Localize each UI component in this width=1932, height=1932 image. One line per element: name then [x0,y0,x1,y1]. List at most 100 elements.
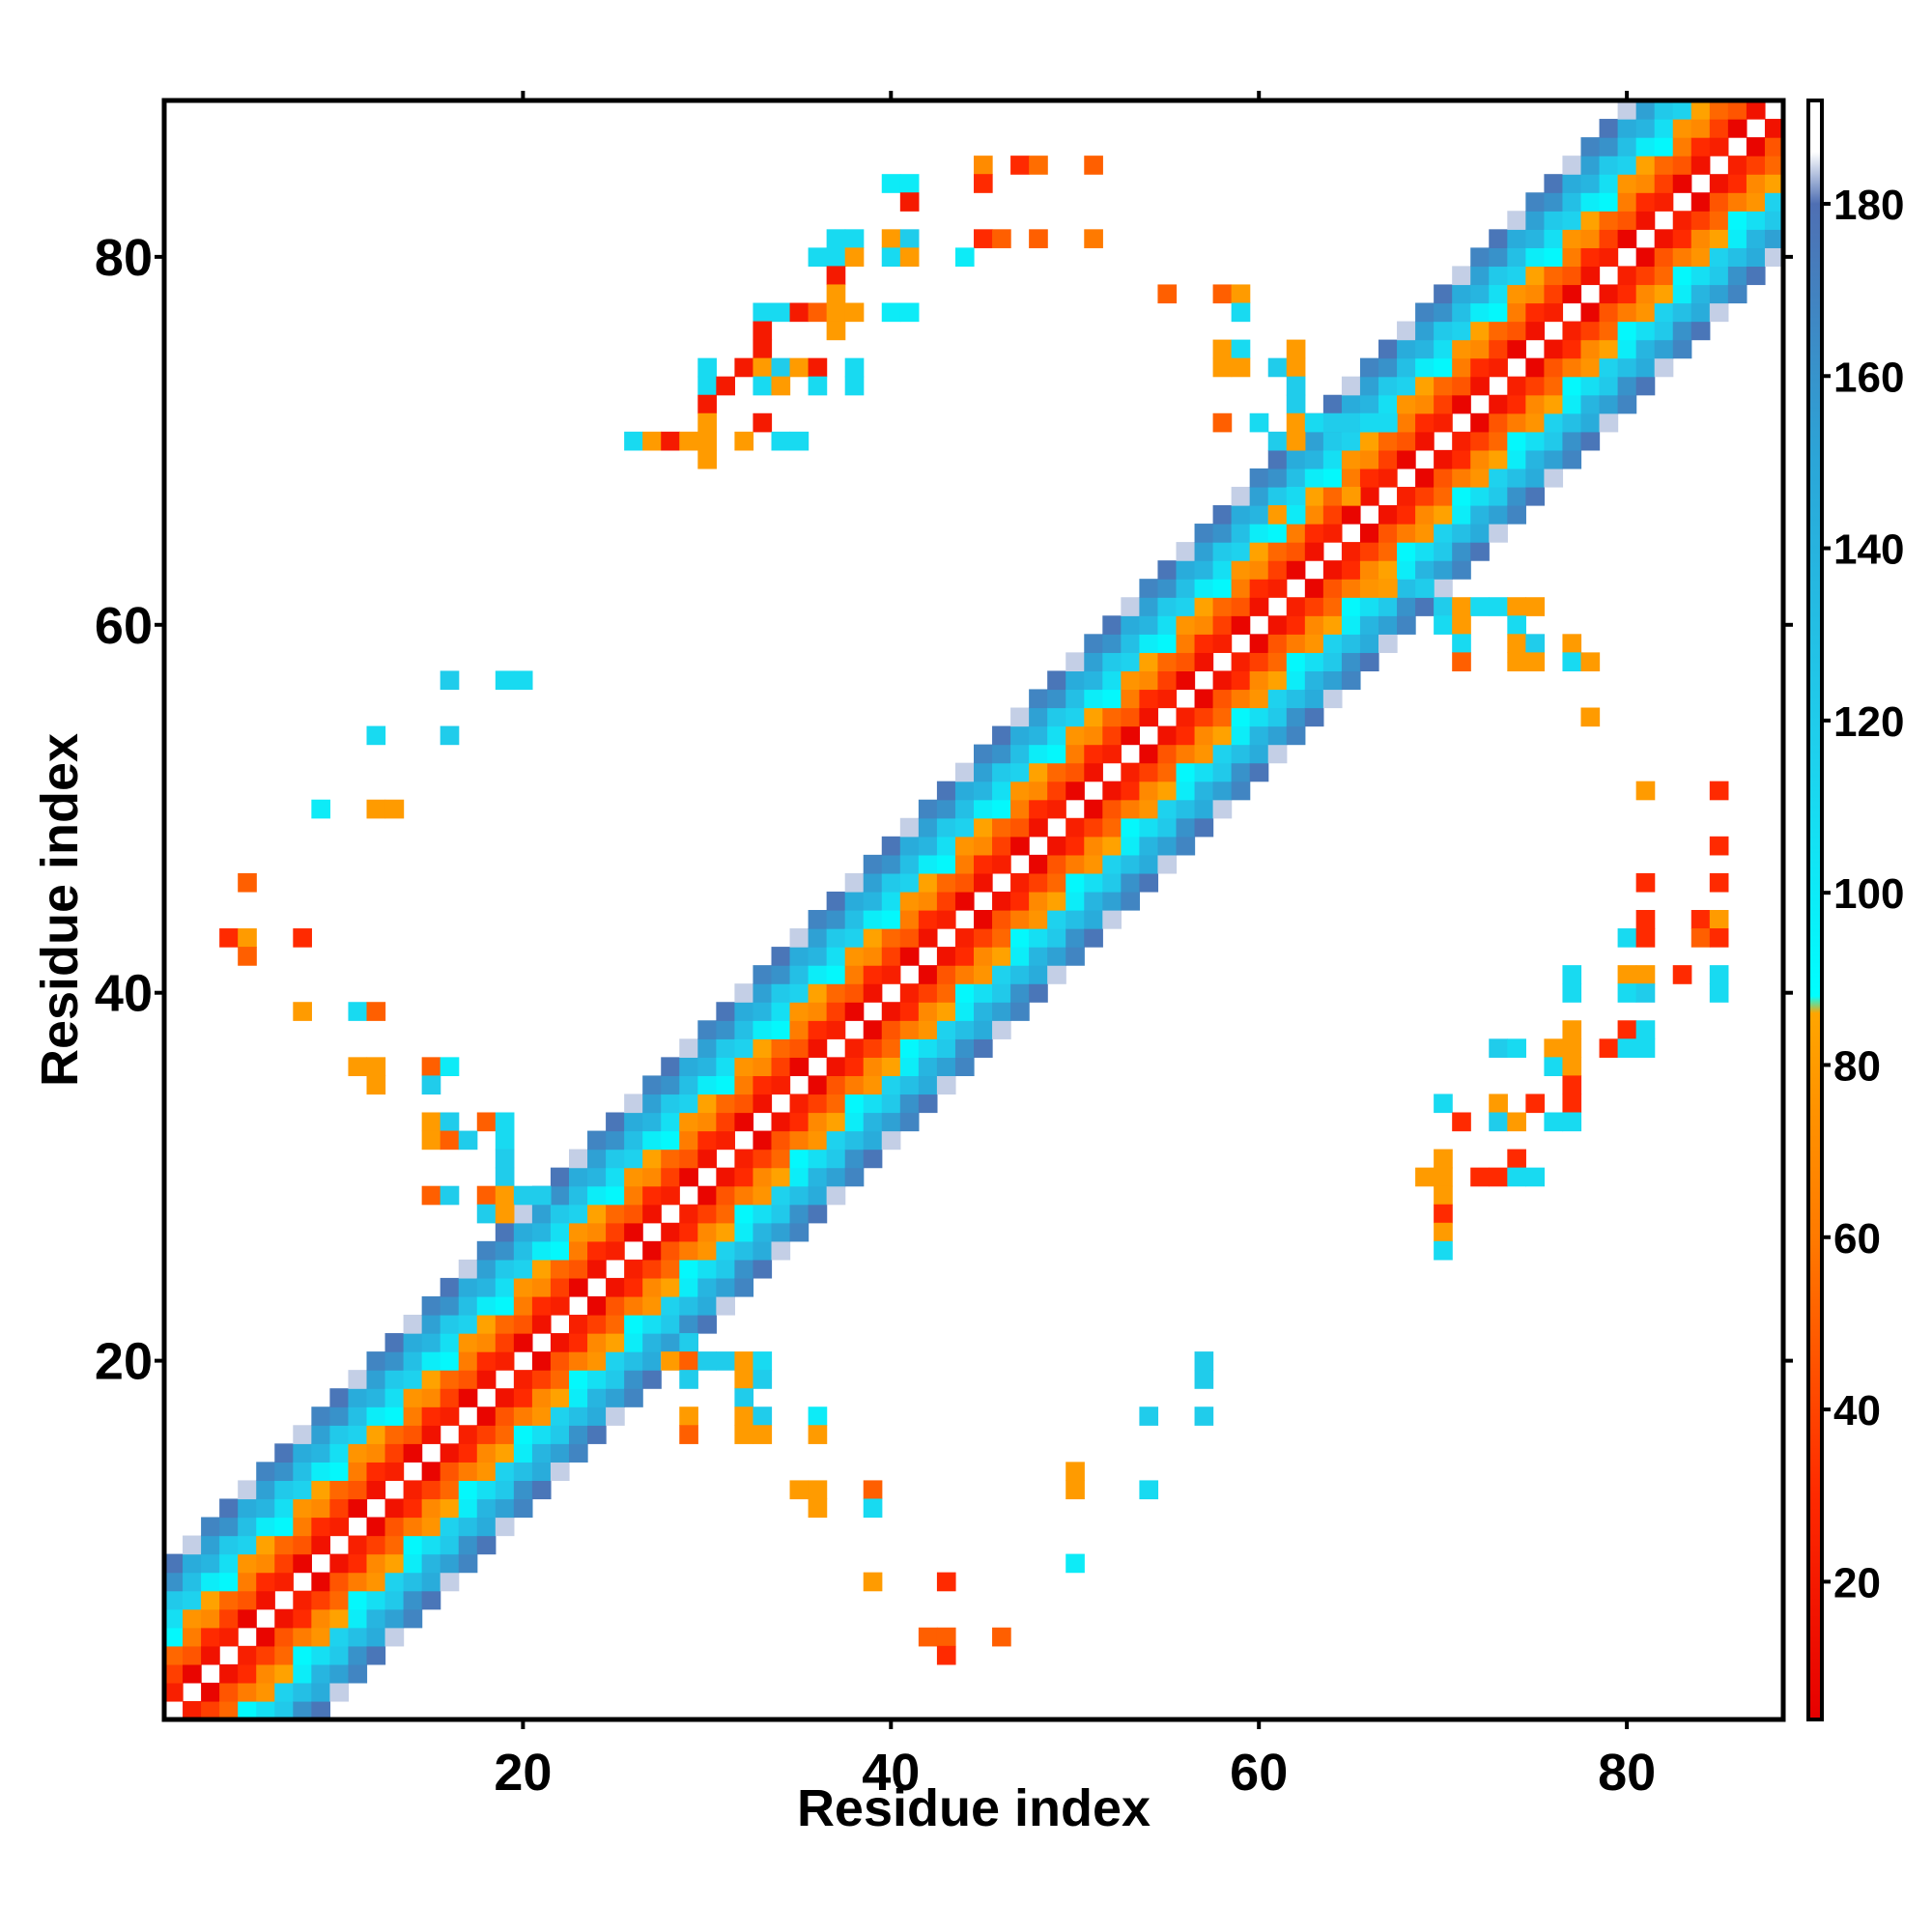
heatmap-cell [1304,670,1324,691]
heatmap-cell [697,1295,717,1316]
heatmap-cell [550,1167,570,1187]
heatmap-cell [679,1094,698,1114]
heatmap-cell [716,1002,736,1021]
heatmap-cell [661,1259,680,1279]
heatmap-cell [1267,744,1288,764]
heatmap-cell [1341,560,1361,580]
heatmap-cell [881,1002,901,1021]
heatmap-cell [1157,579,1178,598]
heatmap-cell [954,965,975,984]
heatmap-cell [1617,100,1637,120]
heatmap-cell [716,1259,736,1279]
heatmap-cell [826,302,846,323]
heatmap-cell [1047,670,1066,691]
heatmap-cell [1489,284,1508,304]
heatmap-cell [1764,247,1784,268]
heatmap-cell [679,1295,698,1316]
heatmap-cell [1065,836,1085,856]
heatmap-cell [1065,1462,1085,1482]
heatmap-cell [1470,1167,1490,1187]
heatmap-cell [366,1517,386,1537]
heatmap-cell [1139,1480,1159,1500]
heatmap-cell [1672,100,1692,120]
heatmap-cell [1709,247,1729,268]
heatmap-cell [789,1002,810,1021]
heatmap-cell [1452,560,1471,580]
heatmap-cell [936,799,956,819]
heatmap-cell [1434,615,1453,635]
heatmap-cell [936,947,956,966]
heatmap-cell [495,1351,515,1371]
heatmap-cell [789,1112,810,1132]
heatmap-cell [881,174,901,193]
heatmap-cell [1176,542,1196,561]
heatmap-cell [1029,725,1048,746]
heatmap-cell [550,1204,570,1224]
heatmap-cell [753,1425,773,1444]
heatmap-cell [384,1462,405,1482]
heatmap-cell [697,394,717,414]
heatmap-cell [1359,542,1379,561]
heatmap-cell [881,947,901,966]
heatmap-cell [550,1333,570,1352]
heatmap-cell [1489,1112,1508,1132]
heatmap-cell [1617,284,1637,304]
heatmap-cell [1544,1057,1564,1077]
heatmap-cell [403,1480,423,1500]
heatmap-cell [1562,357,1582,378]
heatmap-cell [642,1149,662,1169]
heatmap-cell [1341,634,1361,653]
heatmap-cell [587,1240,607,1261]
heatmap-cell [1212,689,1233,709]
heatmap-cell [606,1277,625,1297]
heatmap-cell [531,1351,552,1371]
heatmap-cell [1029,872,1048,893]
heatmap-cell [974,799,993,819]
heatmap-cell [679,1425,698,1444]
heatmap-cell [881,965,901,984]
heatmap-cell [329,1553,350,1574]
heatmap-cell [1746,192,1766,212]
heatmap-cell [403,1333,423,1352]
heatmap-cell [881,1057,901,1077]
heatmap-cell [1580,266,1601,286]
heatmap-cell [256,1498,275,1519]
heatmap-cell [1415,431,1435,451]
heatmap-cell [734,1112,754,1132]
heatmap-cell [1452,634,1471,653]
heatmap-cell [697,1185,717,1206]
heatmap-cell [808,1185,828,1206]
heatmap-cell [771,1130,791,1151]
heatmap-cell [1397,579,1416,598]
heatmap-cell [974,836,993,856]
heatmap-cell [1322,394,1343,414]
heatmap-cell [606,1388,625,1407]
heatmap-cell [1341,505,1361,525]
heatmap-cell [826,1112,846,1132]
heatmap-cell [1654,100,1674,120]
heatmap-cell [954,781,975,801]
heatmap-cell [440,1406,460,1426]
heatmap-cell [1599,1038,1619,1058]
heatmap-cell [458,1498,478,1519]
heatmap-cell [606,1167,625,1187]
heatmap-cell [495,1259,515,1279]
heatmap-cell [1231,615,1251,635]
heatmap-cell [531,1185,552,1206]
heatmap-cell [1470,302,1490,323]
heatmap-cell [697,376,717,396]
heatmap-cell [513,1259,533,1279]
heatmap-cell [164,1663,184,1684]
heatmap-cell [1267,707,1288,727]
heatmap-cell [974,910,993,929]
heatmap-cell [1709,229,1729,248]
heatmap-cell [808,302,828,323]
heatmap-cell [1690,247,1711,268]
heatmap-cell [734,1167,754,1187]
heatmap-cell [771,947,791,966]
heatmap-cell [1709,119,1729,138]
heatmap-cell [513,1333,533,1352]
heatmap-cell [1231,652,1251,672]
heatmap-cell [1378,357,1398,378]
heatmap-cell [642,1094,662,1114]
